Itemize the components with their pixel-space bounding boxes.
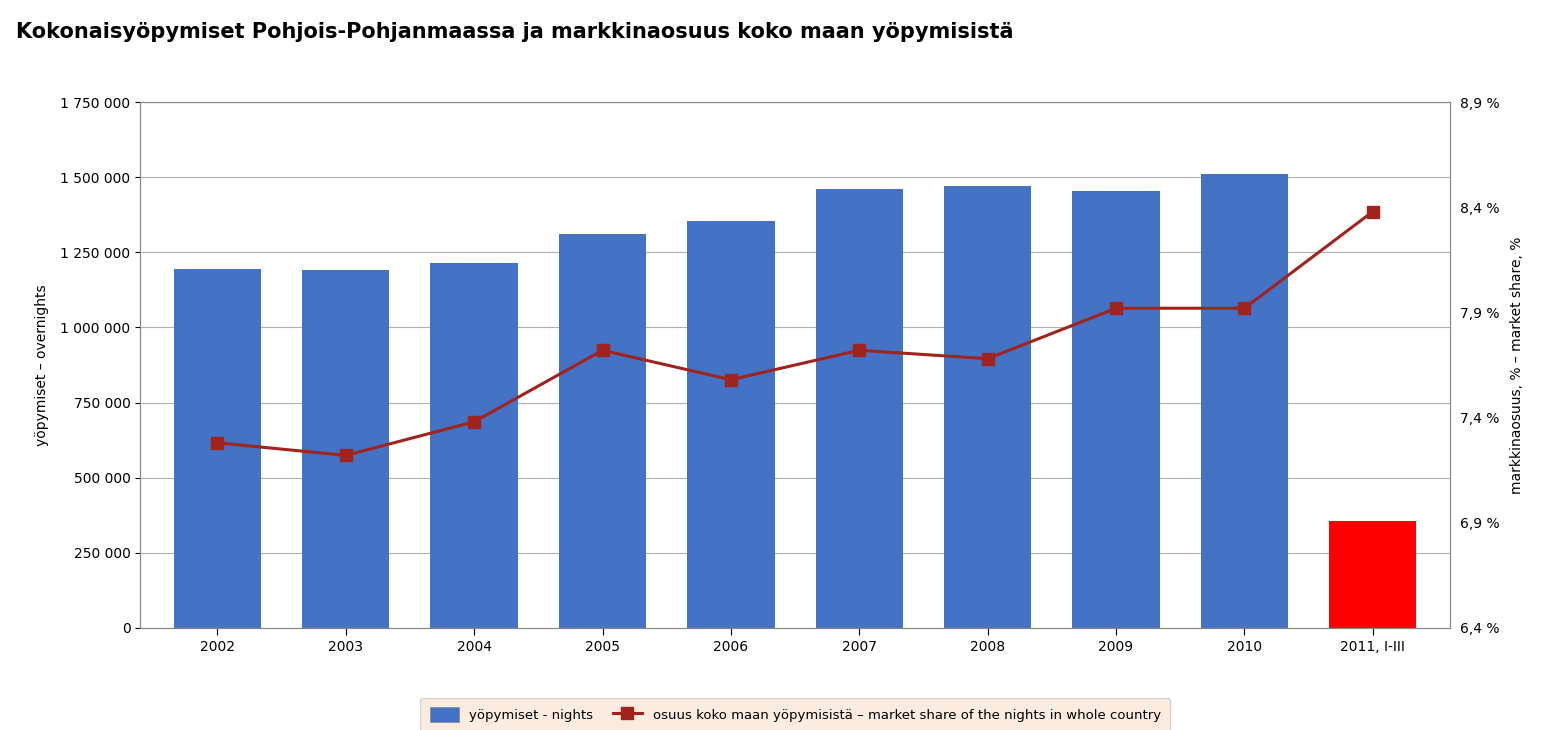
Text: Kokonaisyöpymiset Pohjois-Pohjanmaassa ja markkinaosuus koko maan yöpymisistä: Kokonaisyöpymiset Pohjois-Pohjanmaassa j… <box>16 22 1013 42</box>
Y-axis label: markkinaosuus, % – market share, %: markkinaosuus, % – market share, % <box>1511 237 1525 493</box>
Legend: yöpymiset - nights, osuus koko maan yöpymisistä – market share of the nights in : yöpymiset - nights, osuus koko maan yöpy… <box>421 698 1169 730</box>
Bar <box>1330 521 1417 628</box>
Bar <box>1200 174 1288 628</box>
Bar <box>688 221 775 628</box>
Bar <box>558 234 645 628</box>
Y-axis label: yöpymiset – overnights: yöpymiset – overnights <box>36 284 50 446</box>
Bar <box>1073 191 1160 628</box>
Bar <box>302 270 390 628</box>
Bar <box>173 269 260 628</box>
Bar <box>945 186 1032 628</box>
Bar <box>430 263 518 628</box>
Bar <box>815 189 903 628</box>
